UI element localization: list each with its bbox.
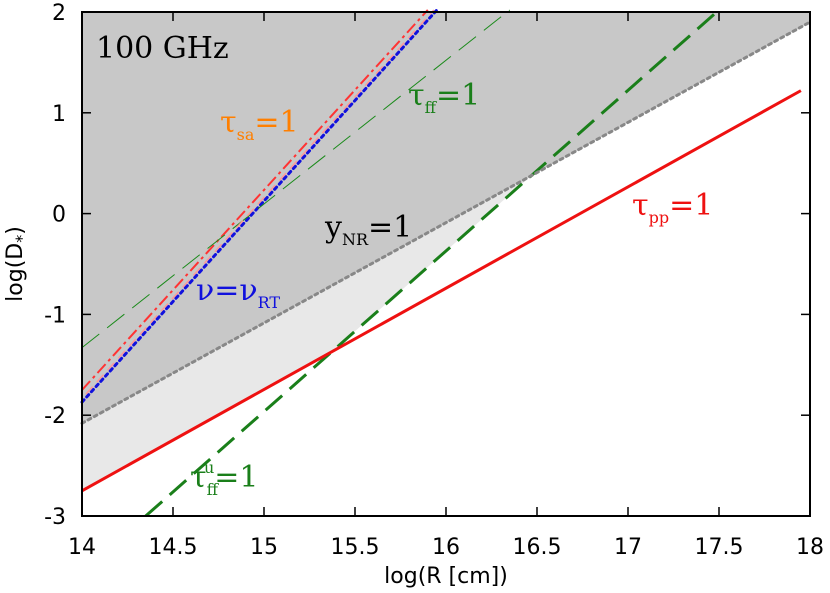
y-tick-label: -1 [44,303,66,328]
x-tick-label: 15.5 [331,535,380,560]
y-tick-label: -3 [44,505,66,530]
x-tick-label: 17 [614,535,642,560]
series-line-tau-sa-shadow [85,9,435,395]
series-line-tau-pp [81,89,802,493]
x-tick-label: 17.5 [695,535,744,560]
series-line-tau-sa [81,9,429,391]
y-tick-label: -2 [44,404,66,429]
light-shaded-region [82,176,530,491]
x-tick-label: 18 [796,535,824,560]
y-tick-label: 2 [52,1,66,26]
x-tick-label: 14 [68,535,96,560]
y-tick-label: 0 [52,203,66,228]
nu-rt-label: ν=νRT [196,273,280,312]
x-tick-label: 16.5 [513,535,562,560]
y-axis-label: log(D*) [3,226,31,302]
x-axis-label: log(R [cm]) [384,564,508,589]
x-tick-label: 16 [432,535,460,560]
tau-pp-label: τpp=1 [632,188,713,227]
tau-sa-label: τsa=1 [220,105,299,144]
series-line-nu-rt [80,8,439,404]
series-line-tau-ff [81,9,511,349]
y-tick-label: 1 [52,102,66,127]
y-nr-label: yNR=1 [324,210,412,249]
frequency-label: 100 GHz [96,31,229,66]
tau-ff-u-label: τffu=1 [190,458,259,499]
shaded-regions [82,12,810,491]
tau-ff-label: τff=1 [408,78,480,117]
dark-shaded-region [82,12,810,424]
tick-marks [81,11,811,517]
x-tick-label: 14.5 [149,535,198,560]
tick-labels: 14 14.5 15 15.5 16 16.5 17 17.5 18 -3 -2 -1 0 1 2 [44,1,824,560]
series-lines [80,8,812,518]
series-line-y-nr [80,20,812,425]
x-tick-label: 15 [250,535,278,560]
